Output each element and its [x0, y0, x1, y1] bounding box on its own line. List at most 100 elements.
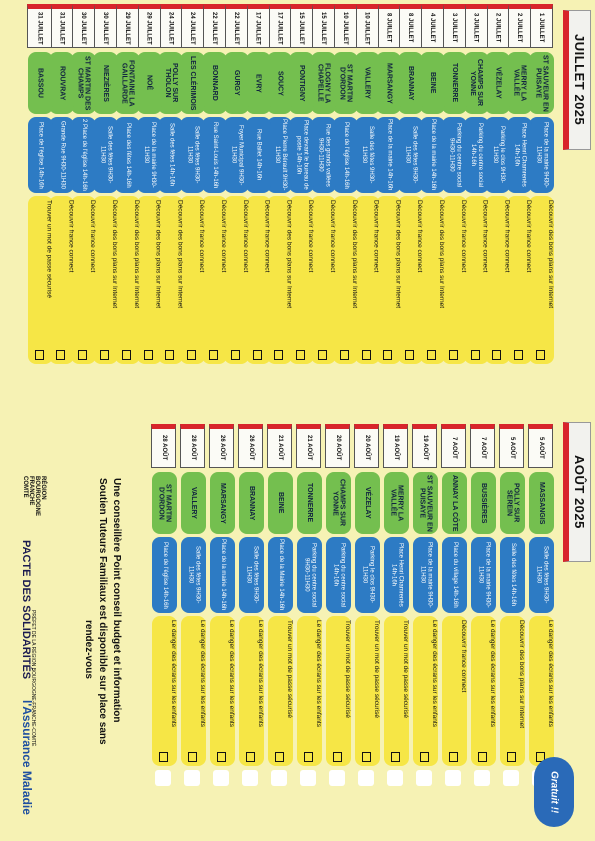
- register-checkbox[interactable]: [362, 752, 371, 762]
- event-city: VÉZELAY: [364, 487, 371, 519]
- event-venue: Parking du centre social 9H30-11H30: [303, 542, 317, 608]
- register-checkbox[interactable]: [252, 350, 262, 360]
- register-checkbox[interactable]: [391, 752, 400, 762]
- event-city: CHAMPS SUR YONNE: [469, 59, 484, 107]
- register-checkbox[interactable]: [420, 752, 429, 762]
- register-checkbox[interactable]: [275, 752, 284, 762]
- event-topic: Découvrir france connect: [481, 200, 489, 273]
- register-checkbox[interactable]: [165, 350, 175, 360]
- topic-pill: Le danger des écrans sur les enfants: [471, 616, 496, 766]
- register-checkbox[interactable]: [536, 350, 545, 360]
- event-date: 4 JUILLET: [429, 13, 435, 43]
- date-box: 17 JUILLET: [266, 4, 292, 48]
- register-checkbox[interactable]: [230, 350, 240, 360]
- event-city: GURGY: [232, 70, 240, 96]
- register-checkbox[interactable]: [448, 350, 458, 360]
- partner-logo-icon: [445, 770, 461, 786]
- date-box: 21 AOÛT: [267, 424, 292, 468]
- event-city: TONNERRE: [450, 63, 458, 103]
- event-venue: Salle des fêtes 9H30-11H30: [186, 126, 200, 184]
- topic-pill: Découvrir des bons plans sur Internet: [500, 616, 525, 766]
- topic-pill: Le danger des écrans sur les enfants: [413, 616, 438, 766]
- event-topic: Découvrir des bons plans sur Internet: [438, 200, 445, 309]
- register-checkbox[interactable]: [159, 752, 168, 762]
- register-checkbox[interactable]: [143, 350, 153, 360]
- topic-pill: Découvrir france connect: [441, 196, 467, 364]
- city-pill: FONTAINE LA GAILLARDE: [114, 52, 140, 114]
- register-checkbox[interactable]: [514, 350, 524, 360]
- assurance-maladie-logo: l'Assurance Maladie: [20, 700, 34, 815]
- topic-pill: Découvrir france connect: [442, 616, 467, 766]
- register-checkbox[interactable]: [304, 752, 313, 762]
- event-date: 28 AOÛT: [161, 435, 167, 461]
- event-city: POLLY SUR THOLON: [163, 63, 178, 103]
- event-venue: Salle des fêtes 14h-16h: [168, 123, 175, 187]
- event-city: MARSANGY: [385, 62, 393, 104]
- register-checkbox[interactable]: [492, 350, 502, 360]
- partner-logo-icon: [300, 770, 316, 786]
- topic-pill: Découvrir france connect: [311, 196, 336, 364]
- register-checkbox[interactable]: [361, 350, 371, 360]
- event-date: 20 AOÛT: [335, 435, 341, 461]
- event-city: MASSANGIS: [538, 481, 545, 525]
- event-venue: Salle des fêtes 9H30-11H30: [245, 546, 259, 604]
- event-venue: Place Henri Chamrenès 14h-16h: [390, 543, 404, 607]
- register-checkbox[interactable]: [274, 350, 284, 360]
- topic-pill: Découvrir france connect: [354, 196, 380, 364]
- register-checkbox[interactable]: [339, 350, 349, 360]
- register-checkbox[interactable]: [78, 350, 88, 360]
- register-checkbox[interactable]: [121, 350, 131, 360]
- topic-pill: Découvrir france connect: [71, 196, 97, 364]
- event-date: 7 AOÛT: [451, 437, 457, 459]
- region-logo: RÉGION BOURGOGNE FRANCHE COMTÉ: [22, 476, 46, 526]
- date-box: 31 JUILLET: [48, 4, 74, 48]
- register-checkbox[interactable]: [187, 350, 197, 360]
- topic-pill: Découvrir france connect: [202, 196, 227, 364]
- date-box: 20 AOÛT: [325, 424, 350, 468]
- event-venue: Salle des fêtes 9H30-11H30: [187, 546, 201, 604]
- event-venue: Place de l'église 14h-16h: [162, 541, 168, 609]
- register-checkbox[interactable]: [405, 350, 415, 360]
- register-checkbox[interactable]: [333, 752, 342, 762]
- date-box: 29 JUILLET: [135, 4, 161, 48]
- register-checkbox[interactable]: [188, 752, 197, 762]
- city-pill: BASSOU: [27, 52, 53, 114]
- assurance-maladie-logo-text: l'Assurance Maladie: [20, 700, 34, 815]
- event-topic: Découvrir france connect: [307, 200, 315, 273]
- register-checkbox[interactable]: [217, 752, 226, 762]
- register-checkbox[interactable]: [478, 752, 487, 762]
- city-pill: MARSANGY: [376, 52, 402, 114]
- partner-logo-icon: [155, 770, 171, 786]
- register-checkbox[interactable]: [449, 752, 458, 762]
- event-date: 5 AOÛT: [538, 437, 544, 459]
- register-checkbox[interactable]: [34, 350, 44, 360]
- event-date: 19 AOÛT: [422, 435, 428, 461]
- city-pill: CHAMPS SUR YONNE: [326, 472, 351, 534]
- event-venue: Place de l'église 14h-16h: [37, 121, 44, 189]
- register-checkbox[interactable]: [318, 350, 327, 360]
- venue-pill: Place Pierre Bérault 9H30-11H30: [267, 117, 293, 193]
- register-checkbox[interactable]: [507, 752, 516, 762]
- gratuit-badge: Gratuit !!: [534, 757, 574, 827]
- event-date: 15 JUILLET: [298, 11, 305, 45]
- city-pill: POLLY SUR SEREIN: [500, 472, 525, 534]
- topic-pill: Trouver un mot de passe sécurisé: [384, 616, 409, 766]
- register-checkbox[interactable]: [100, 350, 109, 360]
- event-city: ST SAUVEUR EN PUISAYE: [418, 474, 433, 532]
- event-date: 21 AOÛT: [277, 435, 283, 461]
- register-checkbox[interactable]: [383, 350, 393, 360]
- register-checkbox[interactable]: [246, 752, 255, 762]
- venue-pill: Parking le clos 9H30-11H30: [355, 537, 380, 613]
- register-checkbox[interactable]: [427, 350, 436, 360]
- register-checkbox[interactable]: [470, 350, 480, 360]
- event-city: VALLERY: [190, 487, 197, 519]
- event-topic: Trouver un mot de passe sécurisé: [45, 200, 53, 299]
- register-checkbox[interactable]: [56, 350, 66, 360]
- event-topic: Découvrir france connect: [89, 200, 97, 273]
- event-city: FONTAINE LA GAILLARDE: [120, 59, 135, 107]
- event-date: 10 JUILLET: [341, 11, 348, 45]
- date-box: 7 AOÛT: [441, 424, 466, 468]
- register-checkbox[interactable]: [296, 350, 306, 360]
- register-checkbox[interactable]: [209, 350, 218, 360]
